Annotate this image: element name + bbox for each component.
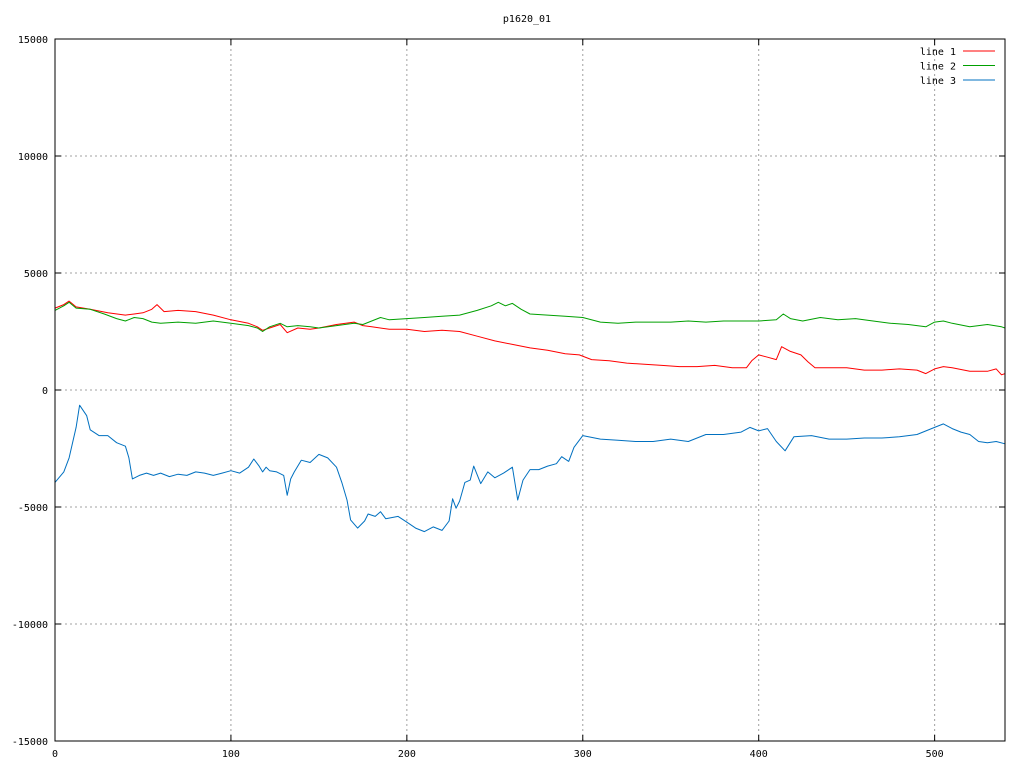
y-tick-label: 5000 bbox=[24, 269, 48, 280]
legend-label-1: line 1 bbox=[920, 47, 956, 58]
x-tick-label: 400 bbox=[750, 749, 768, 760]
legend-label-3: line 3 bbox=[920, 76, 956, 87]
x-tick-label: 100 bbox=[222, 749, 240, 760]
x-tick-label: 300 bbox=[574, 749, 592, 760]
x-axis-ticks: 0 100 200 300 400 500 bbox=[52, 39, 944, 760]
legend-label-2: line 2 bbox=[920, 62, 956, 73]
y-tick-label: 0 bbox=[42, 386, 48, 397]
y-tick-label: -15000 bbox=[12, 737, 48, 748]
y-tick-label: -5000 bbox=[18, 503, 48, 514]
series-lines bbox=[54, 300, 1006, 533]
series-line-3 bbox=[54, 404, 1006, 533]
x-tick-label: 0 bbox=[52, 749, 58, 760]
y-tick-label: 10000 bbox=[18, 152, 48, 163]
series-line-2 bbox=[54, 301, 1006, 332]
grid-lines bbox=[55, 39, 1005, 741]
y-tick-label: -10000 bbox=[12, 620, 48, 631]
x-tick-label: 500 bbox=[926, 749, 944, 760]
y-axis-ticks: -15000 -10000 -5000 0 5000 10000 15000 bbox=[12, 35, 1005, 748]
legend: line 1 line 2 line 3 bbox=[920, 47, 995, 87]
x-tick-label: 200 bbox=[398, 749, 416, 760]
chart-title: p1620_01 bbox=[503, 14, 551, 25]
series-line-1 bbox=[54, 300, 1006, 376]
y-tick-label: 15000 bbox=[18, 35, 48, 46]
plot-frame bbox=[54, 38, 1006, 742]
